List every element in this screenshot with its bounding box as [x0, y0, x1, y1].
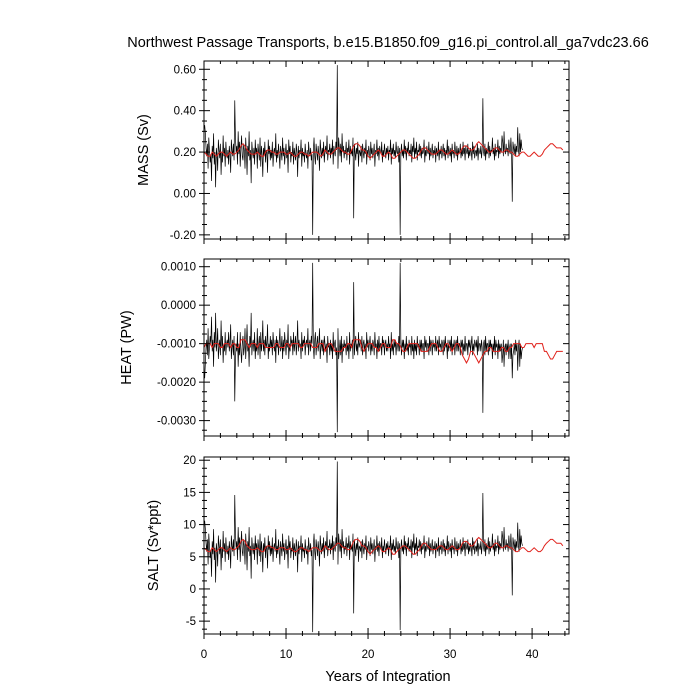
chart-panel-2: -0.0030 -0.0020 -0.0010 0.0000 0.0010 HEAT (P…: [119, 258, 570, 441]
y-tick-label: 0.60: [174, 64, 196, 76]
x-tick-label: 0: [201, 649, 207, 661]
y-tick-label: -0.0010: [157, 339, 196, 351]
series-smoothed-line-panel-2: [204, 339, 563, 364]
series-smoothed-line-panel-3: [204, 536, 564, 555]
y-tick-label: -5: [186, 616, 196, 628]
x-tick-label: 20: [362, 649, 375, 661]
chart-panel-1: -0.20 0.00 0.20 0.40 0.60 MASS (Sv): [136, 60, 570, 244]
figure-title: Northwest Passage Transports, b.e15.B185…: [127, 35, 649, 51]
y-tick-label: 20: [183, 455, 196, 467]
x-tick-label: 30: [444, 649, 457, 661]
series-smoothed-line-panel-1: [204, 141, 564, 159]
x-tick-label: 10: [280, 649, 293, 661]
x-axis-label: Years of Integration: [325, 669, 450, 685]
y-tick-label: 15: [183, 487, 196, 499]
series-raw-line-panel-2: [204, 262, 523, 433]
y-tick-label: 0.20: [174, 147, 196, 159]
series-raw-line-panel-1: [204, 65, 523, 235]
x-tick-label: 40: [526, 649, 539, 661]
y-axis-label-panel-1: MASS (Sv): [136, 114, 152, 186]
y-tick-label: 5: [190, 552, 196, 564]
y-tick-label: -0.0030: [157, 416, 196, 428]
y-tick-label: 0.40: [174, 106, 196, 118]
plot-frame-panel-2: [203, 258, 570, 437]
y-tick-label: -0.20: [170, 230, 196, 242]
y-tick-label: -0.0020: [157, 377, 196, 389]
series-raw-line-panel-3: [204, 461, 523, 633]
plot-frame-panel-3: [203, 456, 570, 635]
y-tick-label: 0.00: [174, 188, 196, 200]
plot-frame-panel-1: [203, 60, 570, 240]
y-tick-label: 0.0010: [161, 262, 196, 274]
y-axis-label-panel-3: SALT (Sv*ppt): [146, 500, 162, 591]
chart-panel-3: -5 0 5 10 15 20 0 10 20 30 40 SALT (Sv*ppt): [146, 455, 570, 661]
y-axis-label-panel-2: HEAT (PW): [119, 310, 135, 384]
y-tick-label: 0.0000: [161, 300, 196, 312]
y-tick-label: 0: [190, 584, 196, 596]
y-tick-label: 10: [183, 520, 196, 532]
